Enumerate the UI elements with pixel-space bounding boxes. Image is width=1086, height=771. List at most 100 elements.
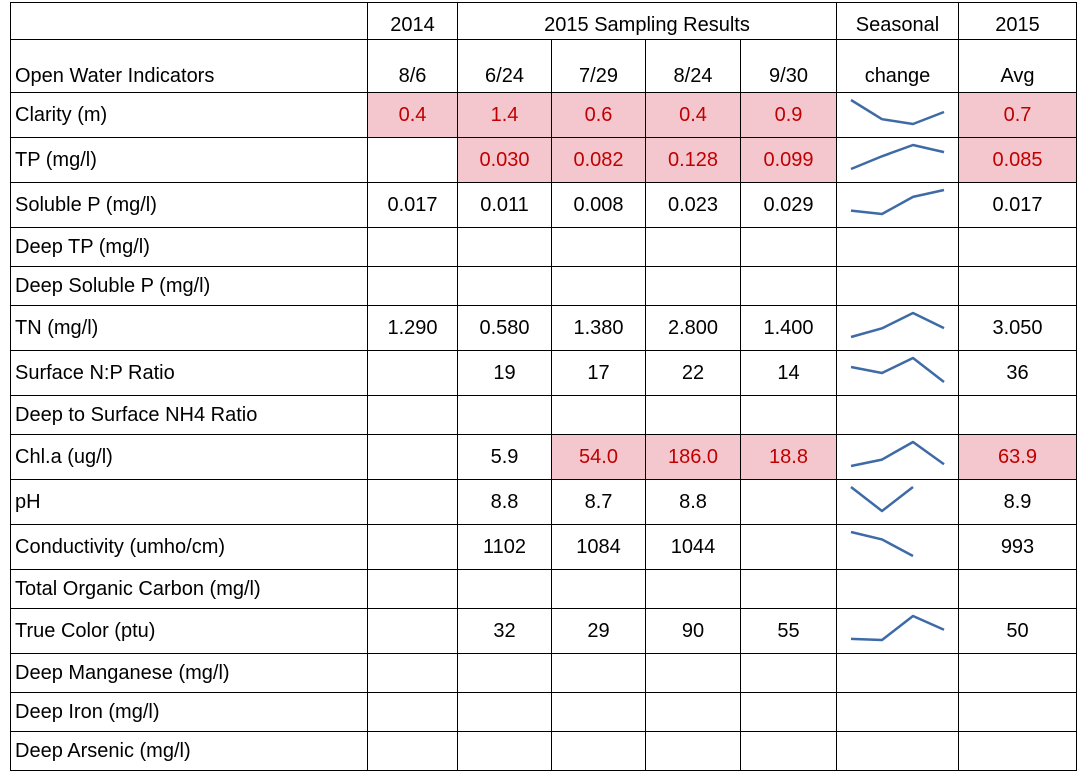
- value-cell: [740, 524, 837, 570]
- value-cell: [551, 731, 646, 771]
- sparkline-path: [850, 188, 945, 216]
- header-cell: Seasonal: [836, 2, 959, 40]
- value-cell: [958, 731, 1077, 771]
- data-row: Conductivity (umho/cm) 1102 1084 1044 993: [10, 524, 1077, 570]
- row-label: Soluble P (mg/l): [10, 182, 368, 228]
- header-cell: 9/30: [740, 39, 837, 93]
- sparkline: [850, 440, 945, 468]
- header-cell: 6/24: [457, 39, 552, 93]
- data-row: Deep Manganese (mg/l): [10, 653, 1077, 693]
- header-cell: change: [836, 39, 959, 93]
- sparkline-path: [850, 614, 945, 642]
- value-cell: [367, 350, 458, 396]
- sparkline-path: [850, 486, 914, 513]
- value-cell: 5.9: [457, 434, 552, 480]
- sparkline-cell: [836, 92, 959, 138]
- data-row: Deep Iron (mg/l): [10, 692, 1077, 732]
- row-label: Deep Iron (mg/l): [10, 692, 368, 732]
- value-cell: 1.400: [740, 305, 837, 351]
- row-label: Deep Soluble P (mg/l): [10, 266, 368, 306]
- value-cell: 0.099: [740, 137, 837, 183]
- sparkline-cell: [836, 182, 959, 228]
- value-cell: [740, 692, 837, 732]
- value-cell: [645, 569, 741, 609]
- row-label: Deep Arsenic (mg/l): [10, 731, 368, 771]
- value-cell: 1.4: [457, 92, 552, 138]
- value-cell: 0.030: [457, 137, 552, 183]
- header-cell: 2015 Sampling Results: [457, 2, 837, 40]
- value-cell: [551, 569, 646, 609]
- sparkline-cell: [836, 608, 959, 654]
- sparkline-cell: [836, 305, 959, 351]
- value-cell: 36: [958, 350, 1077, 396]
- value-cell: [551, 653, 646, 693]
- sparkline-cell: [836, 137, 959, 183]
- sparkline-cell: [836, 395, 959, 435]
- value-cell: 8.7: [551, 479, 646, 525]
- value-cell: [551, 692, 646, 732]
- value-cell: [740, 266, 837, 306]
- header-cell: [10, 2, 368, 40]
- value-cell: 0.9: [740, 92, 837, 138]
- data-row: Chl.a (ug/l) 5.9 54.0 186.0 18.8 63.9: [10, 434, 1077, 480]
- page: 2014 2015 Sampling Results Seasonal 2015…: [10, 2, 1077, 771]
- header-cell: 8/6: [367, 39, 458, 93]
- value-cell: [958, 395, 1077, 435]
- sparkline: [850, 311, 945, 339]
- sparkline-path: [850, 530, 914, 558]
- value-cell: [645, 266, 741, 306]
- value-cell: 0.082: [551, 137, 646, 183]
- value-cell: 1102: [457, 524, 552, 570]
- value-cell: 1.290: [367, 305, 458, 351]
- value-cell: [457, 266, 552, 306]
- header-cell: 7/29: [551, 39, 646, 93]
- row-label: Total Organic Carbon (mg/l): [10, 569, 368, 609]
- value-cell: [367, 653, 458, 693]
- value-cell: 8.9: [958, 479, 1077, 525]
- value-cell: [740, 227, 837, 267]
- value-cell: 0.085: [958, 137, 1077, 183]
- row-label: Conductivity (umho/cm): [10, 524, 368, 570]
- data-row: Clarity (m) 0.4 1.4 0.6 0.4 0.9 0.7: [10, 92, 1077, 138]
- value-cell: 186.0: [645, 434, 741, 480]
- sparkline-path: [850, 98, 945, 126]
- sparkline: [850, 98, 945, 126]
- value-cell: 19: [457, 350, 552, 396]
- row-label: TP (mg/l): [10, 137, 368, 183]
- value-cell: 993: [958, 524, 1077, 570]
- value-cell: 0.128: [645, 137, 741, 183]
- data-row: Deep to Surface NH4 Ratio: [10, 395, 1077, 435]
- value-cell: 1044: [645, 524, 741, 570]
- value-cell: [367, 692, 458, 732]
- value-cell: [958, 227, 1077, 267]
- sparkline-cell: [836, 479, 959, 525]
- sparkline-cell: [836, 434, 959, 480]
- value-cell: 0.6: [551, 92, 646, 138]
- sparkline-cell: [836, 653, 959, 693]
- value-cell: 32: [457, 608, 552, 654]
- row-label: TN (mg/l): [10, 305, 368, 351]
- value-cell: [367, 479, 458, 525]
- value-cell: [367, 434, 458, 480]
- value-cell: [740, 395, 837, 435]
- sparkline-cell: [836, 266, 959, 306]
- value-cell: [367, 731, 458, 771]
- value-cell: [958, 692, 1077, 732]
- value-cell: [457, 395, 552, 435]
- value-cell: [645, 395, 741, 435]
- value-cell: [551, 266, 646, 306]
- value-cell: 90: [645, 608, 741, 654]
- value-cell: 29: [551, 608, 646, 654]
- value-cell: 0.017: [958, 182, 1077, 228]
- value-cell: [457, 653, 552, 693]
- sparkline-cell: [836, 227, 959, 267]
- value-cell: 63.9: [958, 434, 1077, 480]
- row-label: Chl.a (ug/l): [10, 434, 368, 480]
- value-cell: 1084: [551, 524, 646, 570]
- row-label: True Color (ptu): [10, 608, 368, 654]
- value-cell: 18.8: [740, 434, 837, 480]
- value-cell: [551, 395, 646, 435]
- value-cell: 0.017: [367, 182, 458, 228]
- value-cell: [645, 731, 741, 771]
- sparkline-path: [850, 143, 945, 171]
